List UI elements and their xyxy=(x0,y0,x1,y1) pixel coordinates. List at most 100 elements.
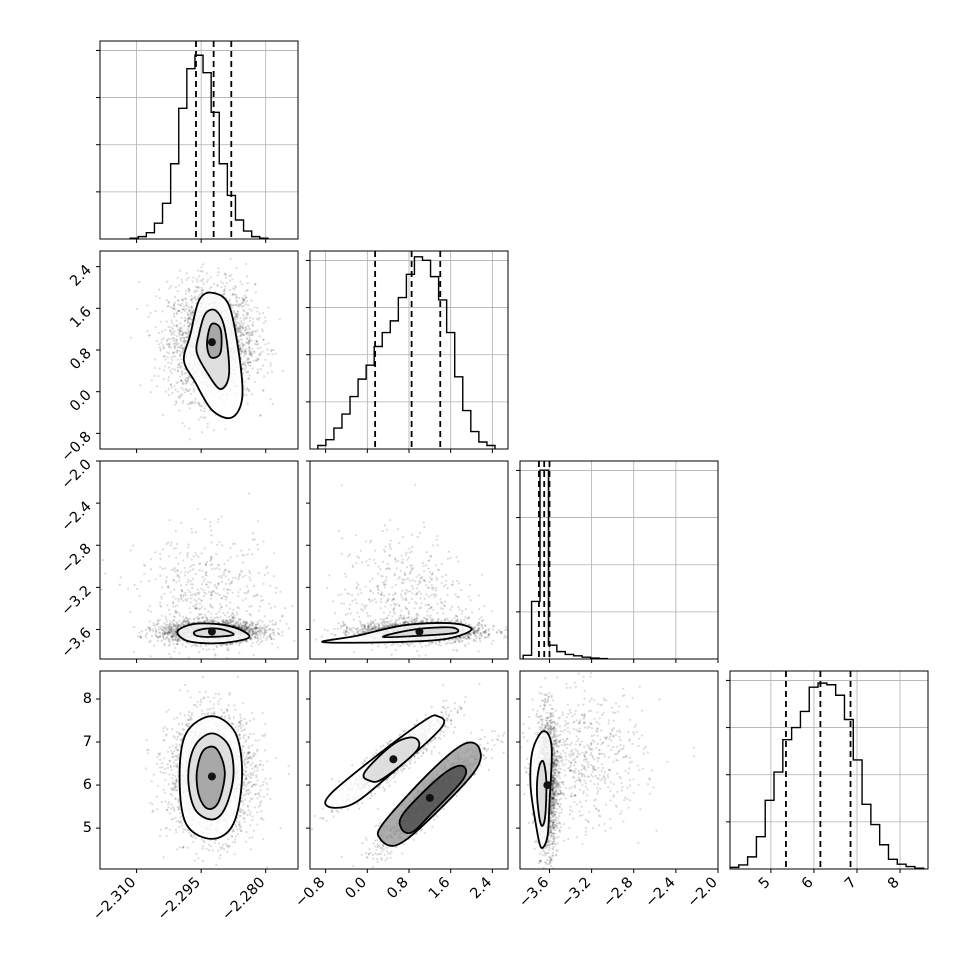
sample-point xyxy=(188,407,191,410)
sample-point xyxy=(239,344,242,347)
sample-point xyxy=(229,620,232,624)
sample-point xyxy=(247,357,250,360)
sample-point xyxy=(172,633,175,636)
sample-point xyxy=(245,628,248,632)
sample-point xyxy=(244,371,248,374)
sample-point xyxy=(152,622,155,625)
sample-point xyxy=(186,618,189,621)
sample-point xyxy=(172,634,175,638)
sample-point xyxy=(229,623,232,626)
sample-point xyxy=(261,626,264,630)
sample-point xyxy=(187,306,190,309)
sample-point xyxy=(195,278,198,281)
sample-point xyxy=(237,304,240,307)
sample-point xyxy=(159,557,162,561)
sample-point xyxy=(202,648,205,651)
sample-point xyxy=(188,289,191,292)
sample-point xyxy=(177,638,180,641)
sample-point xyxy=(162,638,165,641)
sample-point xyxy=(229,581,232,584)
sample-point xyxy=(148,626,151,629)
sample-point xyxy=(179,346,182,349)
sample-point xyxy=(253,380,256,384)
sample-point xyxy=(248,570,251,573)
sample-point xyxy=(241,332,244,335)
sample-point xyxy=(178,346,181,349)
sample-point xyxy=(163,622,166,625)
sample-point xyxy=(157,620,160,623)
sample-point xyxy=(188,330,191,333)
sample-point xyxy=(245,311,248,314)
sample-point xyxy=(184,598,187,601)
sample-point xyxy=(175,343,178,347)
sample-point xyxy=(167,634,170,637)
sample-point xyxy=(167,378,170,382)
sample-point xyxy=(175,581,178,584)
sample-point xyxy=(215,616,218,619)
sample-point xyxy=(165,636,168,639)
sample-point xyxy=(174,388,177,391)
sample-point xyxy=(262,633,265,636)
sample-point xyxy=(179,352,182,355)
sample-point xyxy=(236,329,239,332)
sample-point xyxy=(152,629,155,633)
sample-point xyxy=(177,660,179,662)
sample-point xyxy=(205,618,208,622)
sample-point xyxy=(177,636,180,639)
sample-point xyxy=(248,316,252,319)
sample-point xyxy=(231,612,234,615)
sample-point xyxy=(196,289,199,292)
sample-point xyxy=(238,623,241,627)
sample-point xyxy=(216,274,219,277)
sample-point xyxy=(241,553,244,557)
sample-point xyxy=(166,631,169,634)
sample-point xyxy=(181,330,184,333)
sample-point xyxy=(173,636,176,639)
sample-point xyxy=(194,606,197,610)
sample-point xyxy=(240,338,244,341)
sample-point xyxy=(164,632,167,635)
sample-point xyxy=(147,626,151,629)
sample-point xyxy=(270,349,273,352)
sample-point xyxy=(184,620,187,623)
sample-point xyxy=(167,301,171,304)
sample-point xyxy=(191,314,194,317)
sample-point xyxy=(265,636,268,640)
sample-point xyxy=(168,626,171,630)
sample-point xyxy=(172,595,175,598)
sample-point xyxy=(263,633,266,636)
sample-point xyxy=(189,317,192,321)
sample-point xyxy=(277,633,280,636)
sample-point xyxy=(209,593,212,596)
sample-point xyxy=(246,288,249,292)
sample-point xyxy=(277,632,281,635)
sample-point xyxy=(172,601,175,604)
sample-point xyxy=(169,623,172,626)
sample-point xyxy=(251,633,255,636)
sample-point xyxy=(245,626,248,629)
sample-point xyxy=(246,371,249,374)
sample-point xyxy=(177,395,180,398)
sample-point xyxy=(248,351,252,354)
sample-point xyxy=(194,604,197,607)
sample-point xyxy=(188,308,191,311)
sample-point xyxy=(186,328,189,331)
sample-point xyxy=(168,343,171,346)
sample-point xyxy=(246,331,249,334)
sample-point xyxy=(203,620,206,623)
sample-point xyxy=(261,626,264,629)
sample-point xyxy=(277,627,280,631)
sample-point xyxy=(173,342,177,345)
sample-point xyxy=(243,627,246,630)
sample-point xyxy=(239,624,242,627)
sample-point xyxy=(241,624,244,627)
sample-point xyxy=(256,340,259,343)
sample-point xyxy=(187,619,190,623)
sample-point xyxy=(170,333,173,336)
sample-point xyxy=(242,343,245,346)
sample-point xyxy=(263,626,266,629)
sample-point xyxy=(186,335,189,338)
sample-point xyxy=(238,327,241,330)
sample-point xyxy=(175,312,178,316)
sample-point xyxy=(167,625,170,628)
